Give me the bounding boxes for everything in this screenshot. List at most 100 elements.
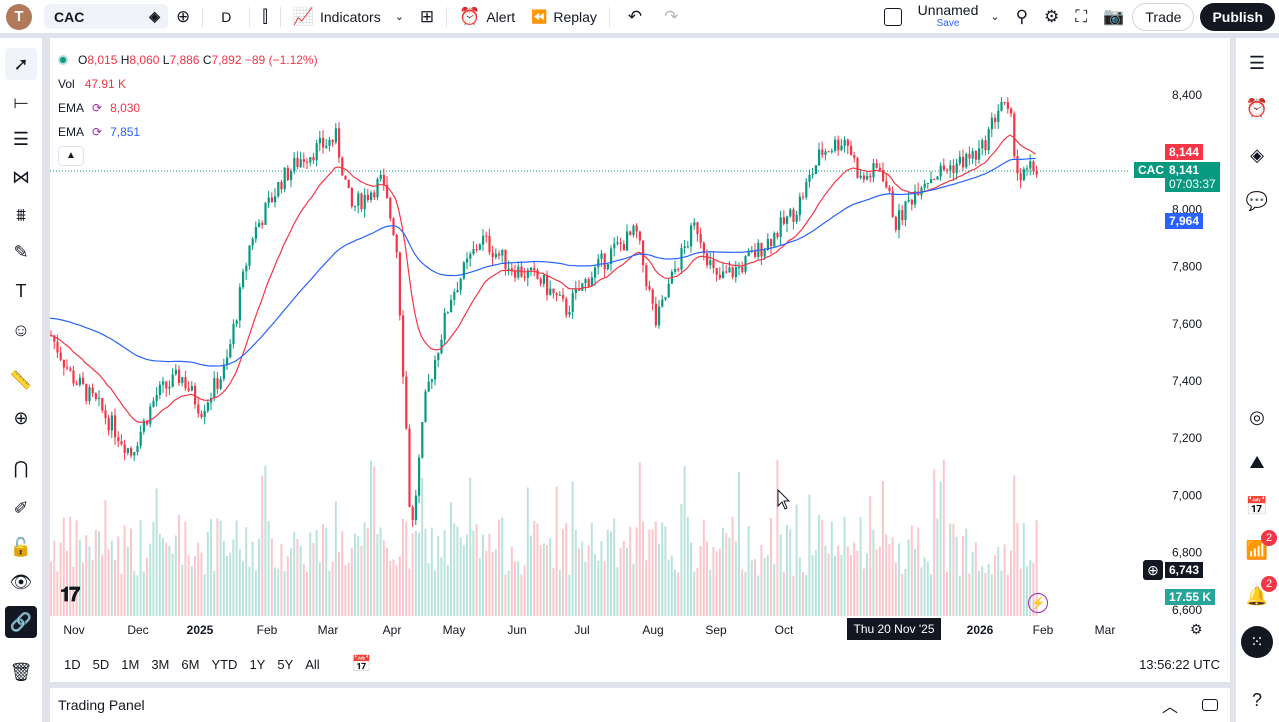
- layers-icon[interactable]: ◈: [1250, 144, 1264, 165]
- compare-button[interactable]: ⊕: [168, 0, 198, 33]
- brush-icon[interactable]: ✎: [13, 241, 29, 262]
- candle-body: [210, 397, 213, 403]
- publish-button[interactable]: Publish: [1200, 2, 1275, 31]
- user-avatar[interactable]: T: [6, 3, 32, 30]
- triangle-chart-icon[interactable]: ⛰: [1249, 451, 1265, 472]
- price-axis-label: 6,600: [1172, 603, 1202, 617]
- fib-retracement-icon[interactable]: ☰: [12, 128, 30, 149]
- stream-icon[interactable]: 📶 2: [1241, 530, 1277, 566]
- collapse-legend-button[interactable]: ▲: [58, 146, 84, 166]
- volume-bar: [949, 523, 952, 616]
- prediction-icon[interactable]: ⩩: [16, 204, 26, 225]
- volume-bar: [136, 575, 139, 616]
- tradingview-logo[interactable]: 𝟏𝟕: [60, 584, 80, 606]
- trend-line-icon[interactable]: ⟝: [13, 91, 29, 112]
- help-icon[interactable]: ?: [1251, 689, 1262, 710]
- pattern-icon[interactable]: ⋈: [12, 166, 30, 187]
- volume-bar: [802, 572, 804, 616]
- chevron-down-icon[interactable]: ⌄: [394, 11, 404, 23]
- chart-area[interactable]: 8,4008,2008,0007,8007,6007,4007,2007,000…: [50, 38, 1230, 682]
- replay-button[interactable]: ⏪ Replay: [523, 0, 605, 33]
- undo-button[interactable]: ↶: [614, 0, 656, 33]
- layout-save-label[interactable]: Save: [936, 17, 960, 29]
- price-chart[interactable]: 8,4008,2008,0007,8007,6007,4007,2007,000…: [50, 38, 1230, 650]
- chevron-up-icon[interactable]: ︿: [1161, 699, 1178, 716]
- candle-body: [267, 197, 270, 204]
- sync-icon[interactable]: ⟳: [92, 125, 103, 139]
- candle-body: [472, 249, 475, 255]
- pencil-lock-icon[interactable]: ✐: [13, 497, 29, 518]
- apps-grid-icon[interactable]: ⁙: [1241, 626, 1273, 658]
- bell-icon[interactable]: 🔔 2: [1241, 576, 1277, 612]
- emoji-icon[interactable]: ☺: [11, 319, 31, 340]
- timeframe-1m[interactable]: 1M: [121, 656, 140, 672]
- chevron-down-icon[interactable]: ⌄: [990, 11, 1000, 23]
- timeframe-1d[interactable]: 1D: [64, 656, 81, 672]
- sync-icon[interactable]: ⟳: [92, 101, 103, 115]
- candle-body: [245, 265, 248, 272]
- redo-button[interactable]: ↷: [656, 0, 686, 33]
- divider: [249, 6, 251, 27]
- price-axis-label: 7,600: [1172, 317, 1202, 331]
- candle-body: [622, 243, 625, 251]
- candle-body: [626, 231, 629, 251]
- volume-bar: [286, 556, 289, 616]
- snapshot-button[interactable]: 📷: [1095, 0, 1132, 33]
- lightning-icon[interactable]: ⚡: [1028, 593, 1048, 613]
- timeframe-1y[interactable]: 1Y: [249, 656, 266, 672]
- candle-body: [302, 159, 305, 162]
- candle-body: [590, 277, 593, 287]
- text-icon[interactable]: T: [15, 280, 27, 301]
- eye-icon[interactable]: 👁: [9, 571, 33, 592]
- indicators-button[interactable]: 📈 Indicators ⌄: [285, 0, 412, 33]
- timeframe-ytd[interactable]: YTD: [211, 656, 238, 672]
- candle-body: [939, 165, 942, 177]
- settings-button[interactable]: ⚙: [1036, 0, 1067, 33]
- axis-settings-icon[interactable]: ⚙: [1190, 621, 1203, 637]
- zoom-icon[interactable]: ⊕: [13, 407, 29, 428]
- volume-bar: [997, 546, 1000, 616]
- chart-type-button[interactable]: ⫿: [254, 0, 275, 33]
- quick-search-button[interactable]: ⚲: [1008, 0, 1036, 33]
- alarm-clock-icon[interactable]: ⏰: [1245, 97, 1269, 118]
- layout-select[interactable]: Unnamed Save ⌄: [876, 0, 1008, 33]
- timeframe-5y[interactable]: 5Y: [277, 656, 294, 672]
- timeframe-5d[interactable]: 5D: [92, 656, 110, 672]
- volume-bar: [552, 567, 555, 616]
- candle-body: [238, 287, 241, 321]
- magnet-icon[interactable]: ⋂: [13, 457, 29, 478]
- clock[interactable]: 13:56:22 UTC: [1139, 656, 1220, 672]
- timeframe-all[interactable]: All: [305, 656, 320, 672]
- layouts-button[interactable]: ⊞: [412, 0, 442, 33]
- chat-icon[interactable]: 💬: [1245, 190, 1269, 211]
- diamond-icon[interactable]: ◈: [149, 8, 160, 24]
- cursor-icon[interactable]: ➚: [5, 48, 37, 80]
- timeframe-3m[interactable]: 3M: [151, 656, 170, 672]
- volume-bar: [862, 568, 865, 616]
- fullscreen-button[interactable]: ⛶: [1067, 0, 1095, 33]
- trade-button[interactable]: Trade: [1132, 2, 1195, 31]
- target-icon[interactable]: ◎: [1249, 406, 1265, 427]
- symbol-search[interactable]: CAC ◈: [44, 4, 168, 29]
- trash-icon[interactable]: 🗑: [9, 661, 33, 682]
- crosshair-plus-icon[interactable]: ⊕: [1143, 560, 1163, 580]
- date-range-icon[interactable]: 📅: [351, 656, 372, 673]
- volume-bar: [69, 516, 72, 616]
- candle-body: [501, 249, 504, 256]
- lock-icon[interactable]: 🔓: [9, 536, 33, 557]
- ruler-icon[interactable]: 📏: [9, 369, 33, 390]
- trading-panel-title[interactable]: Trading Panel: [58, 697, 145, 713]
- indicators-icon: 📈: [292, 6, 314, 26]
- maximize-panel-icon[interactable]: [1202, 699, 1218, 711]
- alert-button[interactable]: ⏰ Alert: [451, 0, 523, 33]
- candle-body: [1032, 161, 1035, 172]
- interval-button[interactable]: D: [207, 0, 245, 33]
- visibility-dot[interactable]: [58, 55, 68, 65]
- watchlist-icon[interactable]: ☰: [1248, 52, 1266, 73]
- calendar-icon[interactable]: 📅: [1245, 495, 1269, 516]
- volume-bar: [338, 552, 340, 616]
- candle-body: [978, 148, 981, 160]
- volume-bar: [142, 571, 145, 616]
- timeframe-6m[interactable]: 6M: [181, 656, 200, 672]
- link-icon[interactable]: 🔗: [5, 606, 37, 638]
